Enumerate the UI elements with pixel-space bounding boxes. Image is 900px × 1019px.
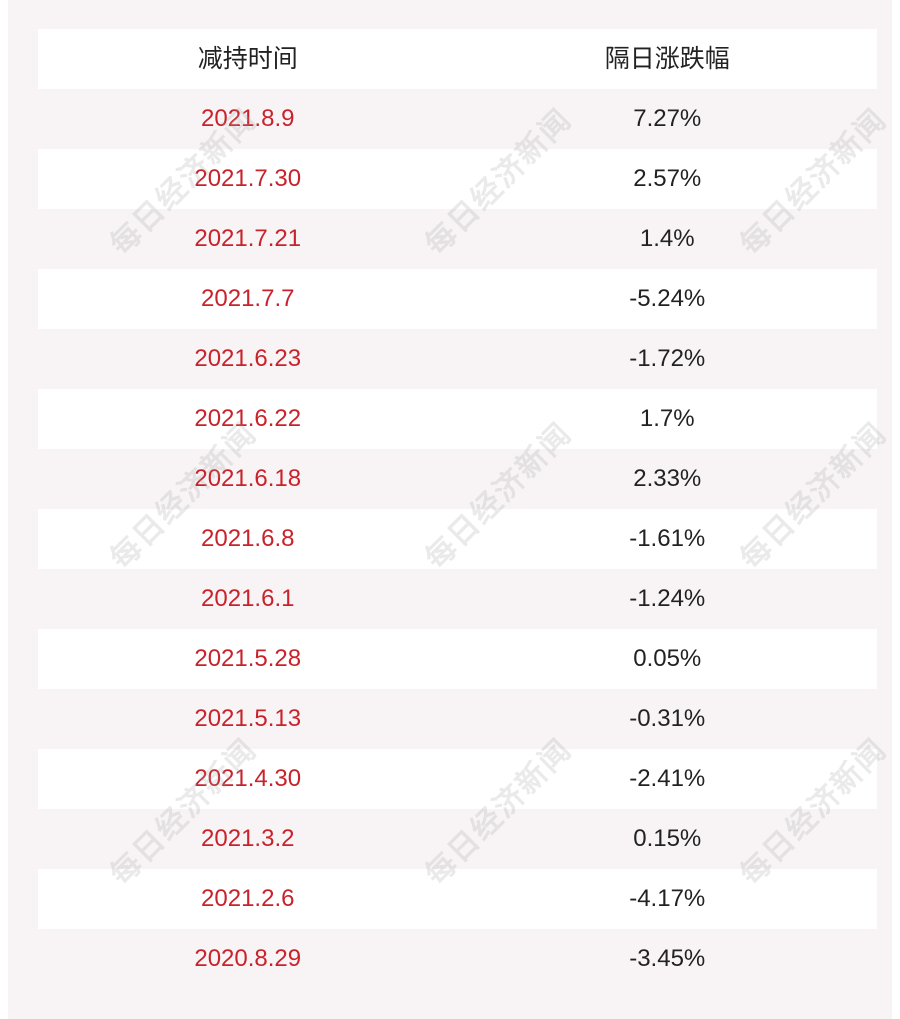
reduction-date: 2021.3.2 bbox=[201, 825, 295, 852]
table-row: 2021.4.30 -2.41% bbox=[38, 749, 877, 809]
reduction-date: 2021.4.30 bbox=[194, 765, 302, 792]
next-day-change: -3.45% bbox=[629, 945, 706, 972]
next-day-change: -5.24% bbox=[629, 285, 706, 312]
next-day-change: 1.7% bbox=[639, 405, 695, 432]
table-row: 2021.8.9 7.27% bbox=[38, 89, 877, 149]
table-row: 2021.2.6 -4.17% bbox=[38, 869, 877, 929]
table-row: 2021.6.22 1.7% bbox=[38, 389, 877, 449]
reduction-table: 减持时间 隔日涨跌幅 2021.8.9 7.27% 2021.7.30 2.57% 20… bbox=[38, 29, 877, 989]
table-row: 2021.7.21 1.4% bbox=[38, 209, 877, 269]
next-day-change: 0.05% bbox=[633, 645, 702, 672]
table-row: 2021.6.23 -1.72% bbox=[38, 329, 877, 389]
reduction-date: 2021.7.30 bbox=[194, 165, 302, 192]
next-day-change: -1.72% bbox=[629, 345, 706, 372]
reduction-date: 2021.2.6 bbox=[201, 885, 295, 912]
next-day-change: -0.31% bbox=[629, 705, 706, 732]
table-row: 2021.7.30 2.57% bbox=[38, 149, 877, 209]
reduction-date: 2021.7.7 bbox=[201, 285, 295, 312]
table-row: 2021.5.13 -0.31% bbox=[38, 689, 877, 749]
reduction-date: 2021.6.23 bbox=[194, 345, 302, 372]
reduction-date: 2021.5.28 bbox=[194, 645, 302, 672]
reduction-date: 2021.6.22 bbox=[194, 405, 302, 432]
table-row: 2021.7.7 -5.24% bbox=[38, 269, 877, 329]
next-day-change: -4.17% bbox=[629, 885, 706, 912]
table-row: 2021.6.8 -1.61% bbox=[38, 509, 877, 569]
next-day-change: 2.33% bbox=[633, 465, 702, 492]
reduction-date: 2021.6.1 bbox=[201, 585, 295, 612]
next-day-change: -1.61% bbox=[629, 525, 706, 552]
header-change: 隔日涨跌幅 bbox=[604, 45, 730, 73]
table-row: 2021.6.1 -1.24% bbox=[38, 569, 877, 629]
next-day-change: 7.27% bbox=[633, 105, 702, 132]
next-day-change: 0.15% bbox=[633, 825, 702, 852]
table-row: 2021.5.28 0.05% bbox=[38, 629, 877, 689]
table-header-row: 减持时间 隔日涨跌幅 bbox=[38, 29, 877, 89]
reduction-date: 2021.6.8 bbox=[201, 525, 295, 552]
reduction-date: 2021.7.21 bbox=[194, 225, 302, 252]
table-body: 2021.8.9 7.27% 2021.7.30 2.57% 2021.7.21 1.4%… bbox=[38, 89, 877, 989]
table-row: 2020.8.29 -3.45% bbox=[38, 929, 877, 989]
next-day-change: -2.41% bbox=[629, 765, 706, 792]
header-date: 减持时间 bbox=[197, 45, 298, 73]
reduction-date: 2021.6.18 bbox=[194, 465, 302, 492]
reduction-date: 2021.8.9 bbox=[201, 105, 295, 132]
next-day-change: 1.4% bbox=[639, 225, 695, 252]
next-day-change: -1.24% bbox=[629, 585, 706, 612]
reduction-date: 2021.5.13 bbox=[194, 705, 302, 732]
reduction-date: 2020.8.29 bbox=[194, 945, 302, 972]
table-row: 2021.6.18 2.33% bbox=[38, 449, 877, 509]
next-day-change: 2.57% bbox=[633, 165, 702, 192]
table-row: 2021.3.2 0.15% bbox=[38, 809, 877, 869]
